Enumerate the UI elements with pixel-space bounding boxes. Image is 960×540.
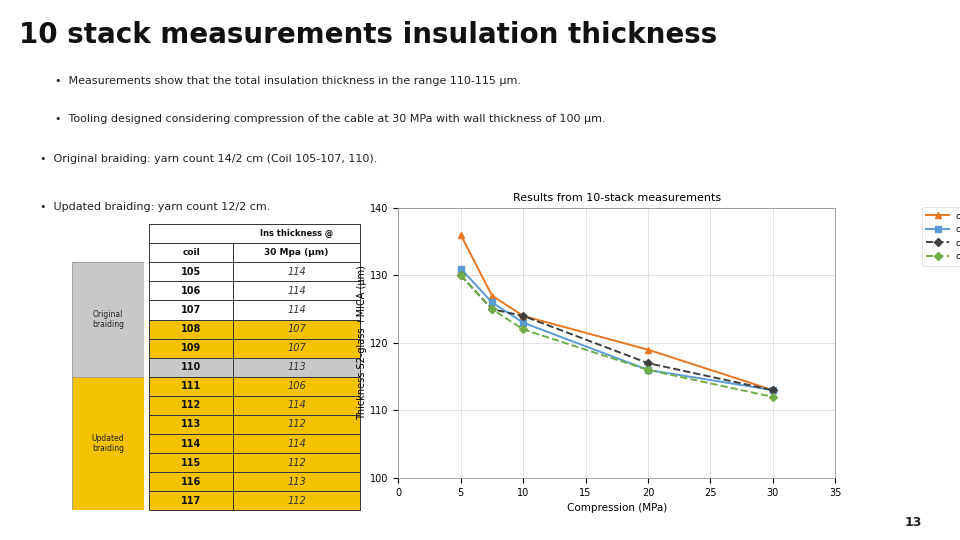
coil 116 — [455, 272, 467, 279]
Text: 111: 111 — [180, 381, 202, 391]
coil 117 — [486, 306, 497, 312]
Text: 114: 114 — [287, 267, 306, 277]
coil 117 — [517, 326, 529, 333]
coil 116 — [517, 313, 529, 319]
Bar — [233, 300, 360, 320]
coil 113 — [517, 319, 529, 326]
Text: 114: 114 — [287, 438, 306, 449]
Text: 110: 110 — [180, 362, 202, 372]
Text: Ins thickness @: Ins thickness @ — [260, 229, 333, 238]
Text: 114: 114 — [180, 438, 202, 449]
Line: coil 113: coil 113 — [458, 266, 776, 393]
Text: 107: 107 — [287, 343, 306, 353]
Bar — [149, 243, 233, 262]
Text: 112: 112 — [287, 420, 306, 429]
Text: 106: 106 — [287, 381, 306, 391]
Text: coil: coil — [182, 248, 200, 257]
Text: •  Updated braiding: yarn count 12/2 cm.: • Updated braiding: yarn count 12/2 cm. — [40, 202, 271, 212]
Text: 114: 114 — [287, 286, 306, 296]
Text: •  Original braiding: yarn count 14/2 cm (Coil 105-107, 110).: • Original braiding: yarn count 14/2 cm … — [40, 154, 377, 165]
Bar — [233, 434, 360, 453]
Line: coil 117: coil 117 — [458, 273, 776, 400]
Bar — [233, 453, 360, 472]
Text: 105: 105 — [180, 267, 202, 277]
Bar — [149, 415, 233, 434]
Text: 113: 113 — [287, 362, 306, 372]
Bar — [149, 396, 233, 415]
Bar — [149, 472, 233, 491]
coil 112 — [517, 313, 529, 319]
Bar — [149, 434, 233, 453]
coil 112 — [455, 232, 467, 238]
Text: 107: 107 — [180, 305, 202, 315]
Bar — [233, 491, 360, 510]
Legend: coil 112, coil 113, coil 116, coil 117: coil 112, coil 113, coil 116, coil 117 — [922, 207, 960, 266]
Line: coil 116: coil 116 — [458, 273, 776, 393]
Line: coil 112: coil 112 — [458, 232, 776, 393]
Text: 117: 117 — [180, 496, 202, 506]
coil 112 — [486, 292, 497, 299]
Bar — [149, 224, 360, 243]
Text: 106: 106 — [180, 286, 202, 296]
FancyBboxPatch shape — [72, 262, 144, 377]
Bar — [233, 415, 360, 434]
Bar — [149, 281, 233, 300]
Bar — [233, 281, 360, 300]
Bar — [149, 262, 233, 281]
Bar — [233, 339, 360, 357]
coil 116 — [767, 387, 779, 393]
Text: 116: 116 — [180, 477, 202, 487]
Bar — [233, 320, 360, 339]
coil 117 — [767, 394, 779, 400]
Text: 108: 108 — [180, 324, 202, 334]
Bar — [233, 377, 360, 396]
Bar — [233, 396, 360, 415]
Title: Results from 10-stack measurements: Results from 10-stack measurements — [513, 193, 721, 203]
coil 117 — [642, 367, 654, 373]
Text: 107: 107 — [287, 324, 306, 334]
coil 116 — [486, 306, 497, 312]
Bar — [233, 243, 360, 262]
Bar — [149, 357, 233, 377]
Text: 109: 109 — [180, 343, 202, 353]
coil 113 — [767, 387, 779, 393]
Bar — [149, 377, 233, 396]
Text: 112: 112 — [180, 400, 202, 410]
Bar — [149, 320, 233, 339]
Text: Original
braiding: Original braiding — [92, 310, 124, 329]
Text: •  Tooling designed considering compression of the cable at 30 MPa with wall thi: • Tooling designed considering compressi… — [56, 114, 606, 124]
Text: 114: 114 — [287, 400, 306, 410]
Text: 115: 115 — [180, 457, 202, 468]
Text: 113: 113 — [287, 477, 306, 487]
Bar — [149, 300, 233, 320]
FancyBboxPatch shape — [72, 377, 144, 510]
Bar — [233, 262, 360, 281]
coil 112 — [642, 347, 654, 353]
Text: 30 Mpa (μm): 30 Mpa (μm) — [264, 248, 329, 257]
Text: 13: 13 — [904, 516, 922, 529]
X-axis label: Compression (MPa): Compression (MPa) — [566, 503, 667, 513]
coil 113 — [486, 299, 497, 306]
coil 113 — [642, 367, 654, 373]
Bar — [149, 453, 233, 472]
Y-axis label: Thickness S2-glass +MICA (μm): Thickness S2-glass +MICA (μm) — [357, 266, 368, 420]
Text: 114: 114 — [287, 305, 306, 315]
Text: Updated
braiding: Updated braiding — [92, 434, 124, 453]
Bar — [233, 472, 360, 491]
Text: •  Measurements show that the total insulation thickness in the range 110-115 μm: • Measurements show that the total insul… — [56, 76, 521, 86]
Text: 113: 113 — [180, 420, 202, 429]
Text: 112: 112 — [287, 457, 306, 468]
Bar — [149, 491, 233, 510]
coil 116 — [642, 360, 654, 366]
Text: 112: 112 — [287, 496, 306, 506]
coil 113 — [455, 265, 467, 272]
Text: 10 stack measurements insulation thickness: 10 stack measurements insulation thickne… — [19, 21, 717, 49]
Bar — [233, 357, 360, 377]
coil 117 — [455, 272, 467, 279]
coil 112 — [767, 387, 779, 393]
Bar — [149, 339, 233, 357]
